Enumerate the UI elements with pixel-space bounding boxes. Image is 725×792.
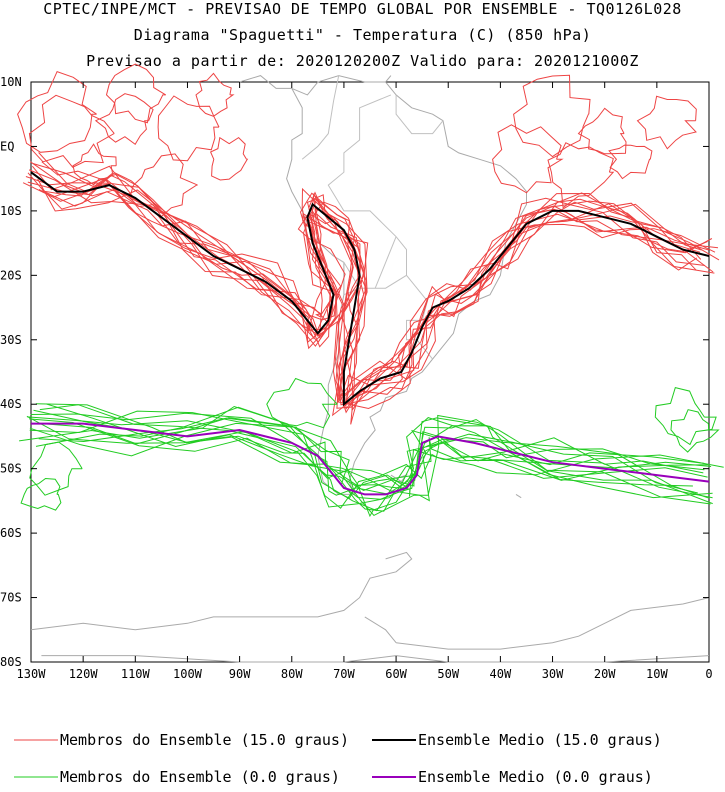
mean-15-line [30,171,710,407]
member-0-line [33,409,704,497]
member-15-contour [492,124,564,194]
lon-label: 80W [281,667,303,681]
lat-label: EQ [0,139,14,153]
lon-label: 0 [705,667,712,681]
member-0-line [29,414,713,517]
member-15-contour [157,95,220,162]
member-0-line [29,410,709,508]
member-15-contour [209,136,249,181]
border-6 [395,94,444,135]
lon-label: 30W [542,667,564,681]
lat-label: 80S [0,655,22,669]
member-0-contour [20,477,62,511]
border-7 [374,236,397,289]
coastline-8 [515,493,522,499]
lat-label: 20S [0,268,22,282]
member-15-line [27,172,714,417]
lat-label: 50S [0,462,22,476]
lon-label: 60W [385,667,407,681]
coastline-2 [239,75,292,89]
lon-label: 100W [173,667,203,681]
member-15-contour [28,94,115,168]
legend-label: Membros do Ensemble (15.0 graus) [60,731,349,749]
lon-label: 20W [594,667,616,681]
member-15-contour [17,70,97,153]
member-0-line [45,403,705,494]
member-15-contour [547,142,615,209]
mean-0-line [31,422,710,496]
member-15-line [25,165,698,405]
lat-label: 10N [0,75,22,89]
member-15-contour [608,144,653,180]
member-0-contour [670,409,720,453]
lon-label: 10W [646,667,668,681]
member-15-contour [105,63,167,124]
legend-label: Ensemble Medio (15.0 graus) [418,731,662,749]
legend-label: Ensemble Medio (0.0 graus) [418,768,653,786]
border-1 [327,94,407,289]
lon-label: 70W [333,667,355,681]
coastline-9 [41,655,710,663]
lon-label: 110W [121,667,151,681]
member-15-contour [94,93,154,146]
member-15-contour [636,95,697,150]
lon-label: 90W [229,667,251,681]
coastline-6 [364,616,397,644]
member-0-line [38,417,713,518]
member-15-contour [513,74,591,158]
member-15-contour [128,153,198,218]
member-0-line [29,418,698,494]
mean-layer [30,171,710,496]
lat-label: 10S [0,204,22,218]
member-0-contour [266,377,338,429]
title-line-2: Diagrama "Spaguetti" - Temperatura (C) (… [133,26,592,44]
lon-label: 50W [437,667,459,681]
member-0-contour [29,441,83,496]
lon-label: 120W [69,667,99,681]
coastline-4 [30,551,413,631]
title-line-3: Previsao a partir de: 2020120200Z Valido… [86,52,639,70]
member-15-contour [72,143,117,186]
members-0-layer [19,377,724,518]
lat-label: 30S [0,333,22,347]
lon-label: 130W [17,667,47,681]
member-0-contour [654,387,717,446]
legend-label: Membros do Ensemble (0.0 graus) [60,768,340,786]
member-15-line [38,152,708,404]
coastline-5 [396,597,710,650]
lon-label: 40W [490,667,512,681]
coastline-3 [385,75,392,83]
member-15-line [41,177,702,410]
map-frame [30,81,710,663]
member-0-line [39,404,724,499]
title-line-1: CPTEC/INPE/MCT - PREVISAO DE TEMPO GLOBA… [43,0,682,18]
border-5 [301,75,340,160]
member-15-contour [577,107,627,155]
member-15-line [32,165,697,412]
member-15-contour [195,72,235,117]
lat-label: 70S [0,591,22,605]
lat-label: 60S [0,526,22,540]
lat-label: 40S [0,397,22,411]
